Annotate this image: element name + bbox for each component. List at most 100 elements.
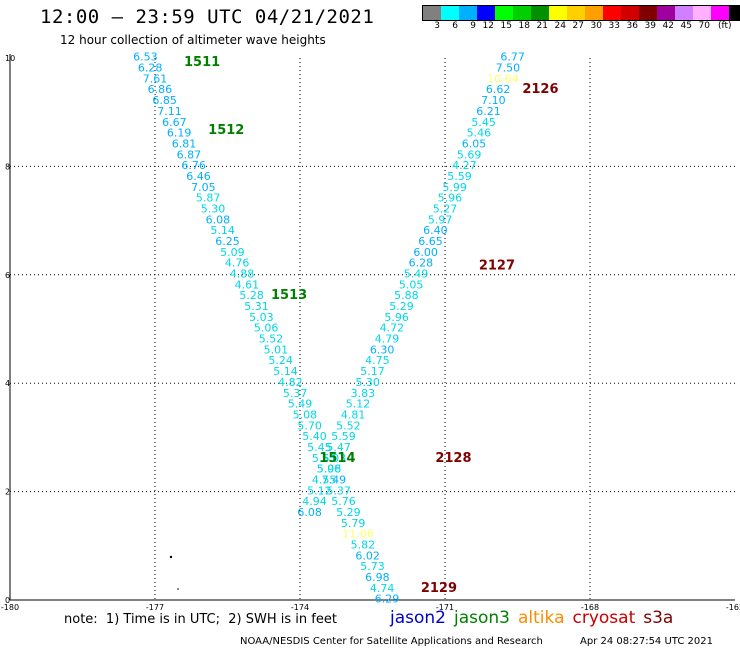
legend-swatch: [477, 6, 495, 20]
wave-height-label: 6.02: [355, 549, 380, 562]
legend-label: 70: [698, 21, 710, 31]
chart-title: 12:00 – 23:59 UTC 04/21/2021: [40, 6, 375, 28]
wave-height-label: 7.50: [496, 62, 521, 75]
x-tick-label: -168: [581, 603, 599, 612]
wave-height-label: 5.29: [336, 506, 361, 519]
wave-height-label: 5.87: [196, 192, 221, 205]
wave-height-label: 6.76: [181, 159, 206, 172]
x-tick-label: -177: [146, 603, 164, 612]
wave-height-label: 6.29: [375, 593, 400, 606]
footnote: note: 1) Time is in UTC; 2) SWH is in fe…: [64, 612, 337, 627]
wave-height-label: 6.08: [206, 213, 231, 226]
y-tick-label: 0: [5, 596, 10, 605]
x-tick-label: -171: [436, 603, 454, 612]
satellite-name: altika: [518, 608, 565, 628]
wave-height-label: 4.72: [380, 322, 405, 335]
wave-height-label: 5.14: [273, 365, 298, 378]
wave-height-label: 5.08: [293, 408, 318, 421]
wave-height-label: 5.28: [239, 289, 264, 302]
wave-height-label: 6.65: [418, 235, 443, 248]
x-tick-label: -180: [1, 603, 19, 612]
wave-height-label: 6.87: [177, 148, 202, 161]
legend-label: 30: [590, 21, 602, 31]
wave-height-label: 5.03: [322, 452, 347, 465]
y-tick-label: 8: [5, 162, 10, 171]
pass-number-label: 1514: [319, 451, 355, 466]
chart-subtitle: 12 hour collection of altimeter wave hei…: [60, 33, 326, 47]
pass-number-label: 2128: [435, 451, 471, 466]
wave-height-label: 5.52: [336, 419, 361, 432]
wave-height-label: 4.88: [230, 268, 255, 281]
legend-label: 39: [644, 21, 656, 31]
x-tick-label: -165: [726, 603, 740, 612]
wave-height-label: 6.28: [409, 257, 434, 270]
y-tick-label: 4: [5, 379, 10, 388]
wave-height-label: 11.06: [342, 528, 374, 541]
wave-height-label: 6.77: [500, 51, 525, 64]
wave-height-label: 5.59: [447, 170, 472, 183]
wave-height-label: 5.46: [467, 127, 492, 140]
legend-label: 15: [500, 21, 512, 31]
stray-dot: [177, 588, 179, 590]
wave-height-label: 6.40: [423, 224, 448, 237]
wave-height-label: 5.14: [210, 224, 235, 237]
wave-height-label: 5.08: [317, 463, 342, 476]
wave-height-label: 6.86: [148, 83, 173, 96]
satellite-name: cryosat: [572, 608, 636, 628]
wave-height-label: 5.09: [220, 246, 245, 259]
legend-swatch: [423, 6, 441, 20]
legend-swatch: [711, 6, 729, 20]
wave-height-label: 6.08: [297, 506, 322, 519]
wave-height-label: 4.81: [341, 408, 366, 421]
wave-height-label: 6.53: [133, 51, 158, 64]
legend-swatch: [585, 6, 603, 20]
wave-height-label: 4.94: [302, 495, 327, 508]
legend-label: 21: [536, 21, 548, 31]
legend-swatch: [621, 6, 639, 20]
wave-height-label: 5.31: [244, 300, 269, 313]
wave-height-label: 5.76: [331, 495, 356, 508]
wave-height-label: 6.25: [215, 235, 240, 248]
satellite-name: jason3: [454, 608, 510, 628]
wave-height-label: 7.05: [191, 181, 216, 194]
satellite-legend: jason2 jason3 altika cryosat s3a: [390, 608, 681, 628]
wave-height-label: 5.30: [355, 376, 380, 389]
wave-height-label: 6.00: [413, 246, 438, 259]
wave-height-label: 5.96: [317, 463, 342, 476]
wave-height-label: 6.28: [138, 62, 163, 75]
pass-number-label: 1511: [184, 55, 220, 70]
color-legend: [422, 5, 740, 21]
legend-swatch: [567, 6, 585, 20]
legend-label: 33: [608, 21, 620, 31]
legend-label: 3: [434, 21, 440, 31]
wave-height-label: 4.27: [452, 159, 477, 172]
wave-height-label: 5.06: [254, 322, 279, 335]
legend-label: 18: [518, 21, 530, 31]
y-tick-label: 10: [5, 54, 15, 63]
wave-height-label: 7.11: [157, 105, 182, 118]
wave-height-label: 4.74: [370, 582, 395, 595]
wave-height-label: 6.21: [476, 105, 501, 118]
stray-dot: [169, 555, 173, 559]
credit: NOAA/NESDIS Center for Satellite Applica…: [240, 636, 543, 647]
wave-height-label: 5.96: [384, 311, 409, 324]
legend-swatch: [675, 6, 693, 20]
wave-height-label: 5.65: [312, 452, 337, 465]
legend-unit: (ft): [718, 21, 732, 31]
wave-height-label: 5.17: [360, 365, 385, 378]
wave-height-label: 4.55: [312, 473, 337, 486]
wave-height-label: 5.37: [283, 387, 308, 400]
wave-height-label: 5.96: [438, 192, 463, 205]
pass-number-label: 1513: [271, 288, 307, 303]
wave-height-label: 5.49: [288, 398, 313, 411]
wave-height-label: 7.61: [143, 72, 168, 85]
wave-height-label: 5.30: [201, 202, 226, 215]
wave-height-label: 3.83: [351, 387, 376, 400]
legend-label: 6: [452, 21, 458, 31]
legend-swatch: [531, 6, 549, 20]
wave-height-label: 5.24: [268, 354, 293, 367]
wave-height-label: 5.79: [341, 517, 366, 530]
wave-height-label: 5.52: [259, 333, 284, 346]
legend-label: 36: [626, 21, 638, 31]
legend-swatch: [549, 6, 567, 20]
